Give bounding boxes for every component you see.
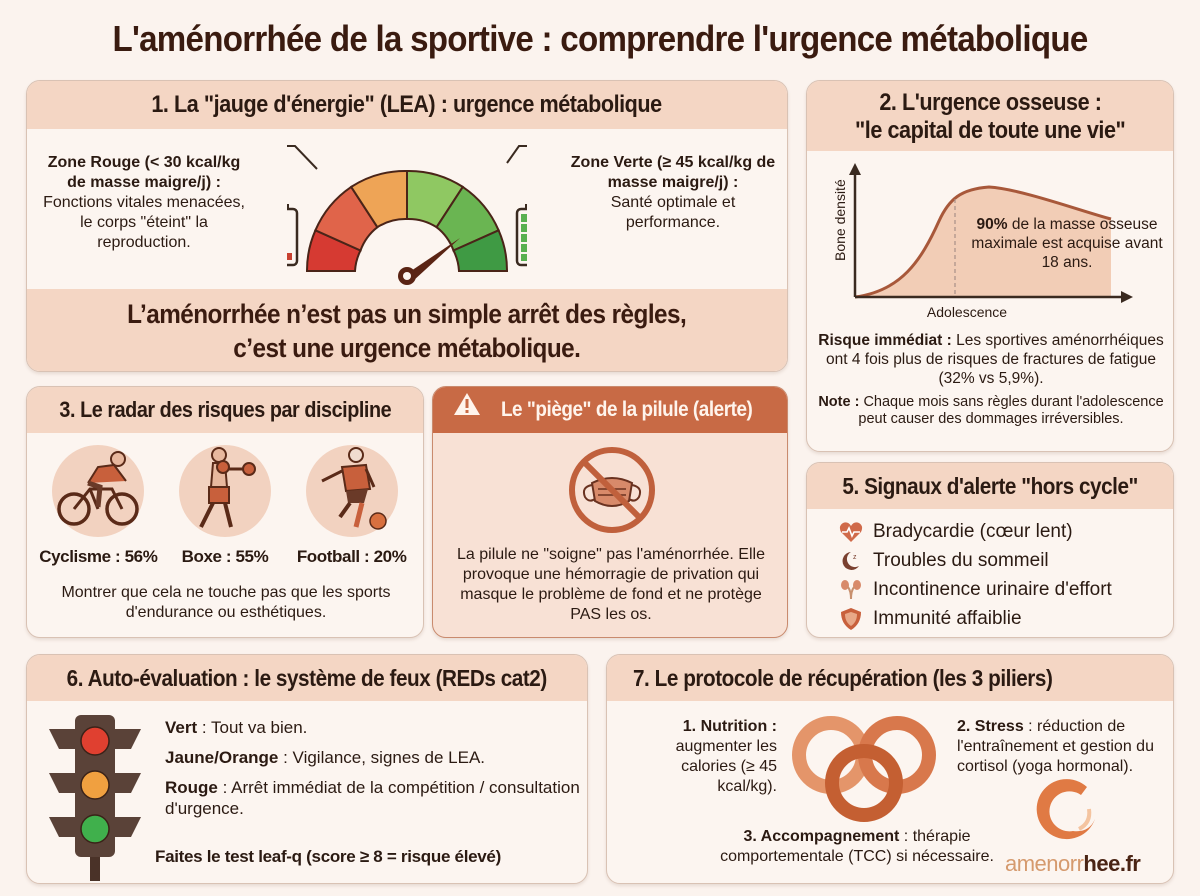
energy-gauge-card: 1. La "jauge d'énergie" (LEA) : urgence … [26,80,788,372]
bone-risk-text: Risque immédiat : Les sportives aménorrh… [818,332,1164,427]
key-message-banner: L’aménorrhée n’est pas un simple arrêt d… [27,289,787,371]
list-item: Incontinence urinaire d'effort [837,575,1112,604]
pill-trap-alert-card: Le "piège" de la pilule (alerte) La pilu… [432,386,788,638]
sports-list: Cyclisme : 56% Boxe : 55% [27,445,423,567]
heart-pulse-icon [837,520,865,544]
card-heading: 3. Le radar des risques par discipline [27,387,423,433]
no-pill-icon [569,447,655,533]
sport-boxing: Boxe : 55% [165,445,285,567]
card-heading: 7. Le protocole de récupération (les 3 p… [607,655,1173,701]
chart-annotation: 90% de la masse osseuse maximale est acq… [971,216,1163,271]
green-zone-description: Zone Verte (≥ 45 kcal/kg de masse maigre… [570,154,776,231]
legend-red: Rouge : Arrêt immédiat de la compétition… [165,778,580,818]
leaf-q-test-callout: Faites le test leaf-q (score ≥ 8 = risqu… [155,847,501,866]
kidney-bladder-icon [837,578,865,602]
boxer-icon [199,447,256,528]
brand-logo-icon [1036,779,1095,840]
alert-heading: Le "piège" de la pilule (alerte) [433,387,787,433]
card-heading: 6. Auto-évaluation : le système de feux … [27,655,587,701]
card-heading: 5. Signaux d'alerte "hors cycle" [807,463,1173,509]
discipline-note: Montrer que cela ne touche pas que les s… [61,584,391,621]
traffic-light-icon [49,715,141,881]
energy-gauge [287,145,527,285]
signals-list: Bradycardie (cœur lent) z Troubles du so… [837,517,1112,633]
bone-urgency-card: 2. L'urgence osseuse : "le capital de to… [806,80,1174,452]
pillar-nutrition: 1. Nutrition : augmenter les calories (≥… [675,718,777,795]
page-title: L'aménorrhée de la sportive : comprendre… [112,18,1088,59]
y-axis-label: Bone densité [832,179,848,261]
list-item: Immunité affaiblie [837,604,1112,633]
risk-by-discipline-card: 3. Le radar des risques par discipline C… [26,386,424,638]
pillar-support: 3. Accompagnement : thérapie comportemen… [720,828,994,865]
cyclist-icon [57,451,140,526]
svg-text:z: z [853,554,857,561]
traffic-light-legend: Vert : Tout va bien. Jaune/Orange : Vigi… [165,717,585,828]
list-item: Bradycardie (cœur lent) [837,517,1112,546]
three-rings-icon [792,716,936,822]
list-item: z Troubles du sommeil [837,546,1112,575]
warning-icon [453,387,481,433]
legend-green: Vert : Tout va bien. [165,718,308,737]
recovery-protocol-card: 7. Le protocole de récupération (les 3 p… [606,654,1174,884]
brand-logo-text[interactable]: amenorrhee.fr [1005,851,1141,876]
pillar-stress: 2. Stress : réduction de l'entraînement … [957,718,1154,775]
sport-cycling: Cyclisme : 56% [38,445,158,567]
sport-football: Football : 20% [292,445,412,567]
bone-density-chart: Bone densité Adolescence [832,163,1133,320]
x-axis-label: Adolescence [927,304,1007,320]
footballer-icon [320,447,387,530]
alert-text: La pilule ne "soigne" pas l'aménorrhée. … [457,546,765,623]
moon-sleep-icon: z [837,549,865,573]
warning-signals-card: 5. Signaux d'alerte "hors cycle" Bradyca… [806,462,1174,638]
low-battery-icon [287,204,299,267]
card-heading: 1. La "jauge d'énergie" (LEA) : urgence … [27,81,787,129]
card-heading: 2. L'urgence osseuse : "le capital de to… [807,81,1173,151]
red-zone-description: Zone Rouge (< 30 kcal/kg de masse maigre… [43,154,245,251]
self-assessment-card: 6. Auto-évaluation : le système de feux … [26,654,588,884]
shield-icon [837,607,865,631]
legend-orange: Jaune/Orange : Vigilance, signes de LEA. [165,748,486,767]
full-battery-icon [515,204,527,267]
